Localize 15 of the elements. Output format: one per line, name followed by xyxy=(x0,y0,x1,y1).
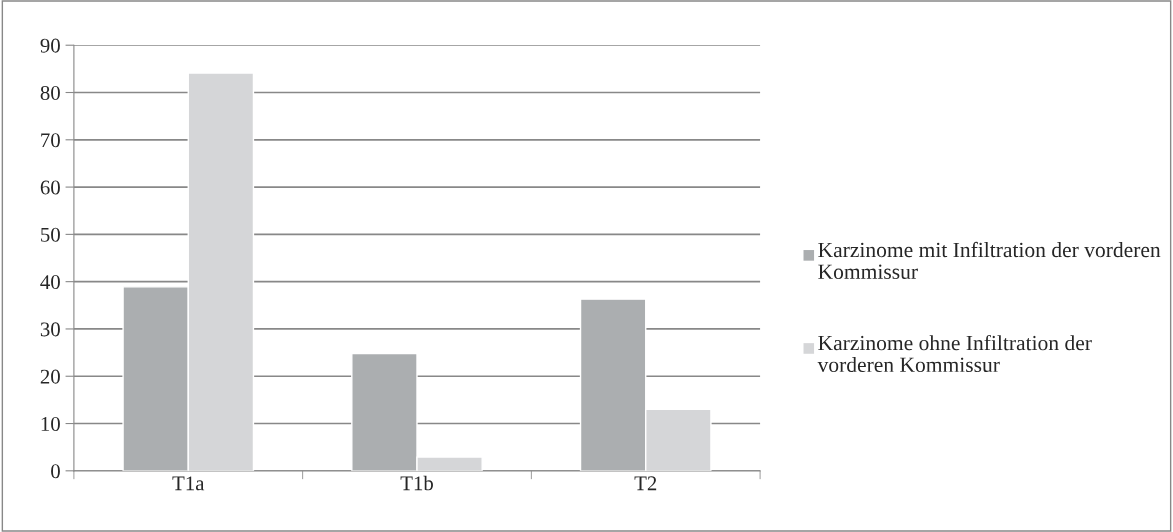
legend-label: Karzinome mit Infiltration der vorderen Kommissur xyxy=(818,241,1161,279)
legend-label: Karzinome ohne Infiltration der vorderen Kommissur xyxy=(817,334,1092,373)
x-tick-label: T1b xyxy=(400,475,433,491)
y-tick-label: 90 xyxy=(40,38,60,53)
x-tick-label: T1a xyxy=(172,476,205,491)
y-tick-label: 50 xyxy=(41,227,60,242)
y-tick-label: 0 xyxy=(51,464,60,479)
x-tick-label: T2 xyxy=(634,476,657,491)
y-tick-label: 70 xyxy=(41,133,60,148)
y-tick-label: 80 xyxy=(40,85,60,100)
y-tick-label: 60 xyxy=(40,180,60,195)
y-tick-label: 40 xyxy=(40,275,60,290)
y-tick-label: 30 xyxy=(40,322,60,337)
y-tick-label: 10 xyxy=(41,416,60,431)
y-tick-label: 20 xyxy=(40,369,60,384)
